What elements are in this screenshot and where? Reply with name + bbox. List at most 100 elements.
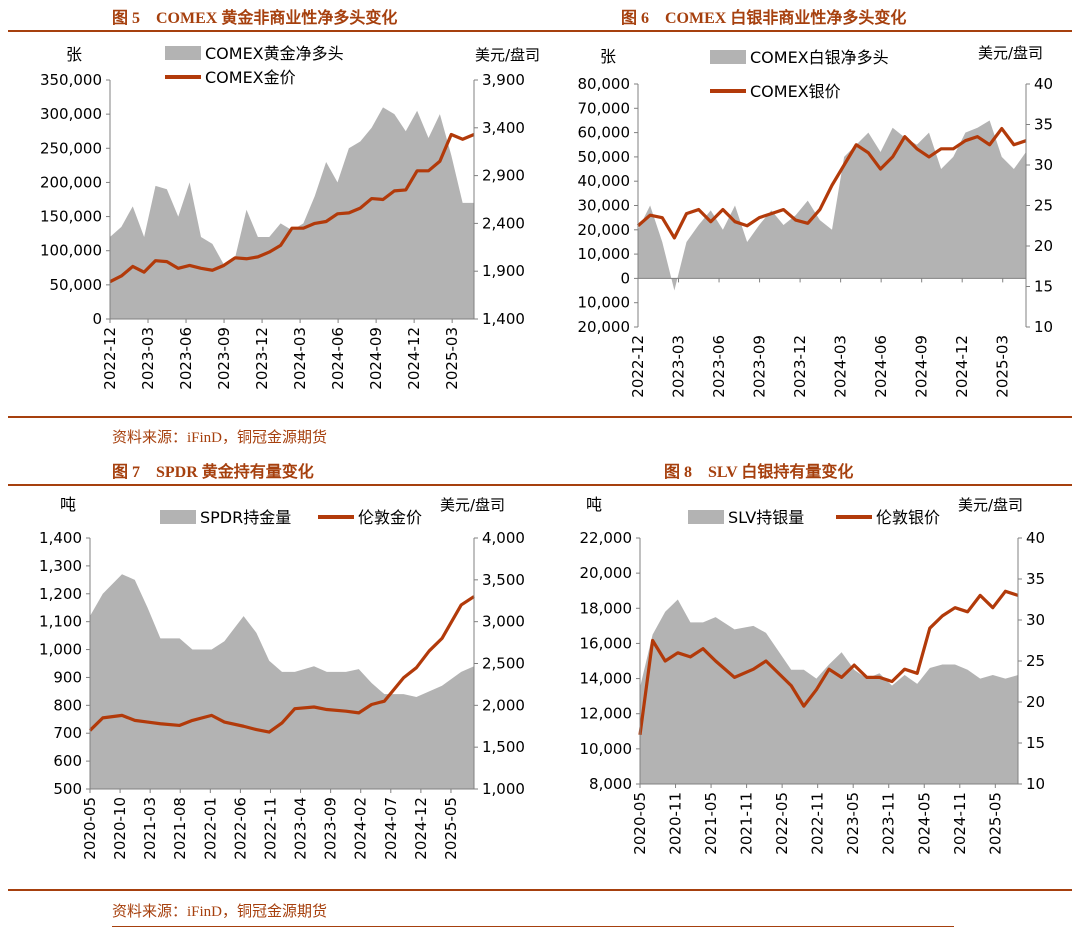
area-series	[640, 599, 1018, 784]
fig6-title: 图 6 COMEX 白银非商业性净多头变化	[621, 10, 907, 27]
left-tick-label: 500	[53, 780, 82, 798]
left-tick-label: 1,400	[39, 529, 82, 547]
source-note-bottom: 资料来源：iFinD，铜冠金源期货	[112, 904, 328, 920]
fig5-title: 图 5 COMEX 黄金非商业性净多头变化	[112, 10, 398, 27]
right-tick-label: 1,500	[482, 738, 525, 756]
x-tick-label: 2022-12	[629, 335, 647, 398]
x-tick-label: 2024-03	[832, 335, 850, 398]
left-tick-label: 1,300	[39, 557, 82, 575]
x-tick-label: 2023-03	[670, 335, 688, 398]
x-tick-label: 2022-11	[809, 792, 827, 855]
left-tick-label: 100,000	[40, 242, 102, 260]
legend-area-swatch	[710, 50, 746, 64]
right-tick-label: 1,900	[482, 262, 525, 280]
left-tick-label: 8,000	[589, 775, 632, 793]
x-tick-label: 2024-06	[329, 327, 347, 390]
right-tick-label: 25	[1034, 197, 1053, 215]
right-tick-label: 35	[1034, 116, 1053, 134]
right-tick-label: 40	[1026, 529, 1045, 547]
left-tick-label: 700	[53, 724, 82, 742]
x-tick-label: 2021-05	[702, 792, 720, 855]
x-tick-label: 2024-12	[412, 797, 430, 860]
x-tick-label: 2025-03	[994, 335, 1012, 398]
left-tick-label: 150,000	[40, 208, 102, 226]
right-tick-label: 3,900	[482, 71, 525, 89]
right-tick-label: 10	[1034, 318, 1053, 336]
left-tick-label: 22,000	[580, 529, 633, 547]
right-tick-label: 40	[1034, 75, 1053, 93]
right-tick-label: 35	[1026, 570, 1045, 588]
x-tick-label: 2024-12	[405, 327, 423, 390]
x-tick-label: 2022-12	[101, 327, 119, 390]
left-tick-label: 1,000	[39, 641, 82, 659]
left-tick-label: 14,000	[580, 670, 633, 688]
x-tick-label: 2024-02	[352, 797, 370, 860]
left-tick-label: 10,000	[580, 740, 633, 758]
right-tick-label: 25	[1026, 652, 1045, 670]
x-tick-label: 2023-12	[253, 327, 271, 390]
x-tick-label: 2024-07	[382, 797, 400, 860]
source-note-top: 资料来源：iFinD，铜冠金源期货	[112, 430, 328, 446]
right-tick-label: 4,000	[482, 529, 525, 547]
x-tick-label: 2021-03	[141, 797, 159, 860]
x-tick-label: 2020-11	[667, 792, 685, 855]
left-unit-label: 张	[66, 45, 82, 64]
x-tick-label: 2020-05	[631, 792, 649, 855]
x-tick-label: 2023-03	[139, 327, 157, 390]
legend-area-swatch	[688, 510, 724, 524]
right-tick-label: 30	[1034, 156, 1053, 174]
x-tick-label: 2024-09	[367, 327, 385, 390]
x-tick-label: 2022-11	[261, 797, 279, 860]
left-tick-label: 900	[53, 668, 82, 686]
legend-area-swatch	[160, 510, 196, 524]
left-tick-label: 1,100	[39, 613, 82, 631]
x-tick-label: 2025-05	[986, 792, 1004, 855]
left-tick-label: 600	[53, 752, 82, 770]
right-tick-label: 20	[1034, 237, 1053, 255]
left-tick-label: 60,000	[578, 124, 631, 142]
fig8-chart: 22,000 20,000 18,000 16,000 14,000 12,000 10,0…	[580, 495, 1046, 855]
x-tick-label: 2025-03	[443, 327, 461, 390]
fig8-title: 图 8 SLV 白银持有量变化	[664, 464, 854, 481]
left-unit-label: 吨	[60, 495, 76, 514]
left-tick-label: 10,000	[578, 294, 631, 312]
x-tick-label: 2020-05	[81, 797, 99, 860]
left-tick-label: 80,000	[578, 75, 631, 93]
top-rule	[8, 30, 1072, 32]
x-tick-label: 2023-06	[710, 335, 728, 398]
x-tick-label: 2021-08	[171, 797, 189, 860]
right-tick-label: 1,400	[482, 310, 525, 328]
left-tick-label: 20,000	[578, 221, 631, 239]
right-tick-label: 2,900	[482, 167, 525, 185]
price-line	[109, 132, 475, 284]
legend-area-label: SLV持银量	[728, 508, 804, 527]
x-tick-label: 2020-10	[111, 797, 129, 860]
right-unit-label: 美元/盘司	[475, 46, 540, 64]
x-tick-label: 2021-11	[738, 792, 756, 855]
right-tick-label: 15	[1026, 734, 1045, 752]
right-tick-label: 20	[1026, 693, 1045, 711]
legend-line-label: COMEX银价	[750, 82, 841, 101]
left-tick-label: 200,000	[40, 173, 102, 191]
left-tick-label: 10,000	[578, 245, 631, 263]
left-tick-label: 20,000	[580, 564, 633, 582]
legend-area-label: COMEX黄金净多头	[205, 44, 344, 63]
fig5-chart: 350,000 300,000 250,000 200,000 150,000 100,0…	[40, 44, 540, 390]
legend-area-label: SPDR持金量	[200, 508, 291, 527]
fig6-chart: 80,000 70,000 60,000 50,000 40,000 30,000 20,0…	[578, 44, 1054, 398]
x-tick-label: 2023-09	[322, 797, 340, 860]
left-tick-label: 30,000	[578, 197, 631, 215]
left-tick-label: 12,000	[580, 705, 633, 723]
right-tick-label: 1,000	[482, 780, 525, 798]
x-tick-label: 2023-11	[880, 792, 898, 855]
price-line	[88, 595, 475, 734]
x-tick-label: 2023-05	[844, 792, 862, 855]
left-tick-label: 250,000	[40, 139, 102, 157]
right-tick-label: 2,000	[482, 696, 525, 714]
mid-rule	[8, 416, 1072, 418]
left-tick-label: 0	[92, 310, 102, 328]
left-tick-label: 300,000	[40, 105, 102, 123]
right-unit-label: 美元/盘司	[958, 496, 1023, 514]
x-tick-label: 2023-04	[292, 797, 310, 860]
right-unit-label: 美元/盘司	[978, 44, 1043, 62]
